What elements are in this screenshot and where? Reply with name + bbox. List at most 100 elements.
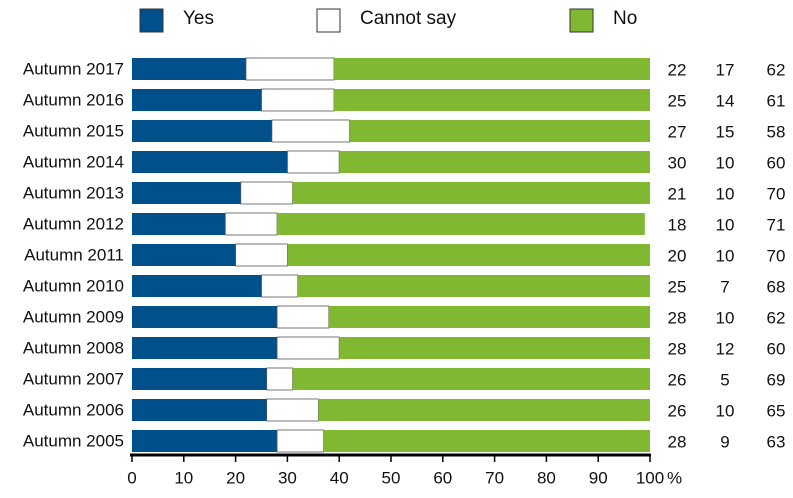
data-label-yes: 26 [668,370,687,389]
x-tick-label: 100 [636,468,664,487]
data-label-no: 60 [767,153,786,172]
bar-no [339,337,650,359]
bar-no [339,151,650,173]
bar-yes [132,120,272,142]
bar-cannot-say [276,336,340,360]
data-label-yes: 21 [668,184,687,203]
x-tick-label: 30 [278,468,297,487]
data-label-cannot-say: 7 [720,277,729,296]
bar-yes [132,306,278,328]
data-label-yes: 18 [668,215,687,234]
data-label-no: 68 [767,277,786,296]
bar-yes [132,151,288,173]
bar-yes [132,58,246,80]
bar-cannot-say [245,57,335,81]
x-tick-label: 80 [537,468,556,487]
data-label-cannot-say: 10 [716,401,735,420]
x-tick-label: 20 [226,468,245,487]
legend-swatch-2 [316,8,341,33]
bar-no [277,213,645,235]
bar-yes [132,368,267,390]
data-label-yes: 20 [668,246,687,265]
data-label-yes: 25 [668,91,687,110]
category-label: Autumn 2015 [23,121,124,140]
bar-cannot-say [266,398,319,422]
category-label: Autumn 2007 [23,369,124,388]
data-label-yes: 28 [668,339,687,358]
bar-yes [132,275,262,297]
data-label-yes: 28 [668,432,687,451]
data-label-no: 65 [767,401,786,420]
bar-cannot-say [261,88,335,112]
category-label: Autumn 2008 [23,338,124,357]
category-label: Autumn 2014 [23,152,124,171]
legend-label-3: No [613,8,637,29]
data-label-cannot-say: 14 [716,91,735,110]
x-tick-label: 70 [485,468,504,487]
category-label: Autumn 2017 [23,59,124,78]
data-label-yes: 30 [668,153,687,172]
data-label-yes: 26 [668,401,687,420]
bar-cannot-say [266,367,293,391]
x-tick-label: 60 [433,468,452,487]
bar-yes [132,399,267,421]
legend-swatch-3 [569,8,594,33]
category-label: Autumn 2009 [23,307,124,326]
category-label: Autumn 2012 [23,214,124,233]
data-label-no: 62 [767,308,786,327]
legend-label-2: Cannot say [360,8,457,29]
data-label-cannot-say: 15 [716,122,735,141]
legend-swatch-1 [139,8,164,33]
x-tick-label: 0 [127,468,136,487]
category-label: Autumn 2013 [23,183,124,202]
data-label-cannot-say: 9 [720,432,729,451]
bar-no [328,306,650,328]
data-label-cannot-say: 10 [716,246,735,265]
data-label-cannot-say: 12 [716,339,735,358]
bar-no [323,430,650,452]
bar-no [334,58,650,80]
data-label-no: 70 [767,246,786,265]
data-label-yes: 27 [668,122,687,141]
bar-no [318,399,650,421]
bar-yes [132,182,241,204]
data-label-no: 60 [767,339,786,358]
data-label-no: 69 [767,370,786,389]
data-label-no: 62 [767,60,786,79]
data-label-no: 61 [767,91,786,110]
bar-cannot-say [240,181,293,205]
legend-label-1: Yes [183,8,214,29]
category-label: Autumn 2006 [23,400,124,419]
x-tick-label: 10 [174,468,193,487]
bar-no [297,275,650,297]
data-label-no: 63 [767,432,786,451]
data-label-cannot-say: 10 [716,215,735,234]
bar-no [292,368,650,390]
bar-cannot-say [261,274,299,298]
bar-yes [132,430,278,452]
bar-no [292,182,650,204]
data-label-no: 58 [767,122,786,141]
bar-cannot-say [276,305,330,329]
bar-no [349,120,650,142]
bar-yes [132,213,226,235]
bar-no [334,89,650,111]
bar-cannot-say [235,243,288,267]
data-label-cannot-say: 5 [720,370,729,389]
bar-cannot-say [286,150,340,174]
category-label: Autumn 2010 [23,276,124,295]
x-tick-label: 40 [330,468,349,487]
bar-yes [132,337,278,359]
data-label-cannot-say: 10 [716,308,735,327]
x-tick-label: 50 [382,468,401,487]
bar-cannot-say [271,119,350,143]
bar-yes [132,89,262,111]
bar-yes [132,244,236,266]
bar-cannot-say [224,212,278,236]
data-label-yes: 22 [668,60,687,79]
data-label-yes: 25 [668,277,687,296]
category-label: Autumn 2011 [24,245,124,264]
bar-cannot-say [276,429,325,453]
x-unit-label: % [667,468,682,487]
